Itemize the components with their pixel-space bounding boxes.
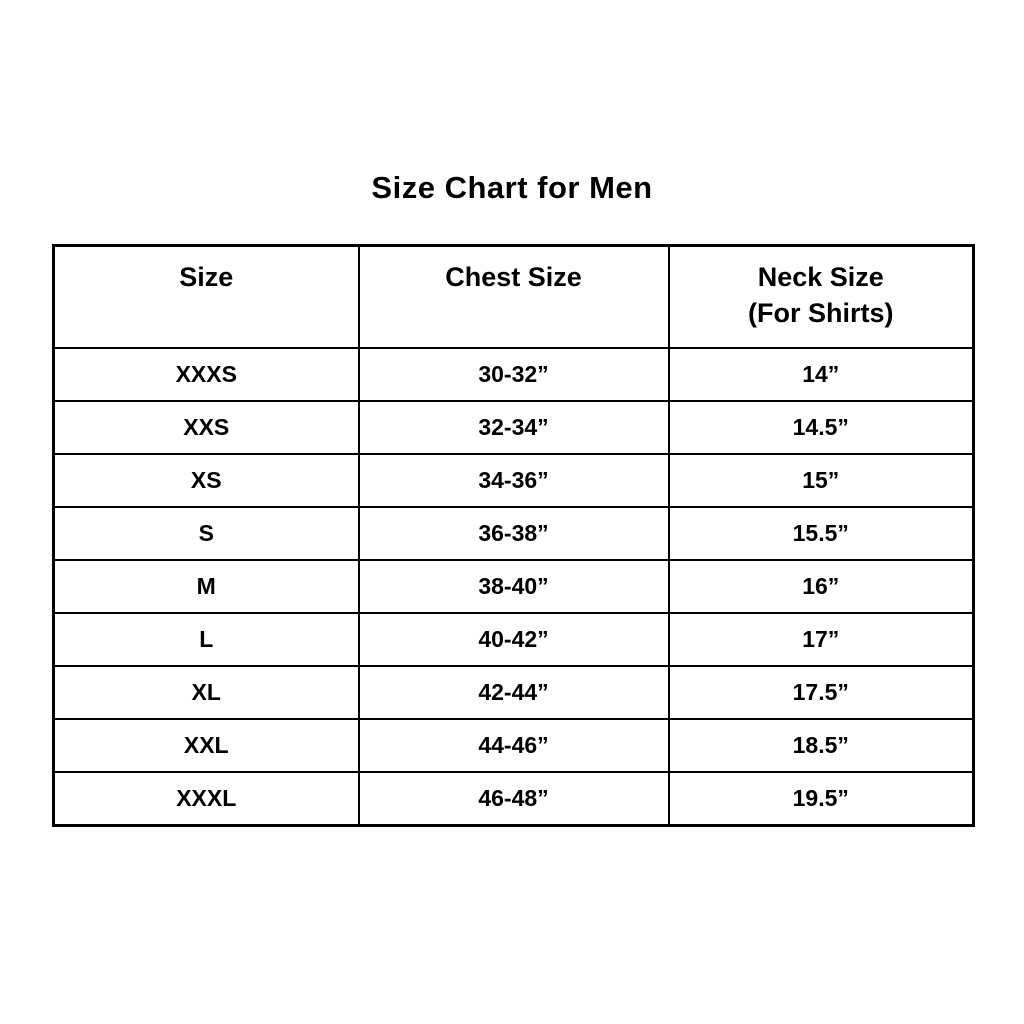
table-row: XXXL 46-48” 19.5” xyxy=(52,771,975,827)
table-cell: 40-42” xyxy=(357,612,670,667)
table-cell: XXXL xyxy=(52,771,360,827)
table-row: L 40-42” 17” xyxy=(52,612,975,667)
table-cell: 38-40” xyxy=(357,559,670,614)
table-cell: 17.5” xyxy=(667,665,975,720)
table-cell: 15” xyxy=(667,453,975,508)
table-row: XXXS 30-32” 14” xyxy=(52,347,975,402)
table-cell: 44-46” xyxy=(357,718,670,773)
column-header-chest-size: Chest Size xyxy=(357,244,670,349)
size-chart-table: Size Chest Size Neck Size (For Shirts) X… xyxy=(52,244,975,827)
table-cell: 17” xyxy=(667,612,975,667)
table-cell: M xyxy=(52,559,360,614)
table-cell: XXS xyxy=(52,400,360,455)
column-header-sublabel: (For Shirts) xyxy=(748,297,894,328)
table-cell: S xyxy=(52,506,360,561)
table-cell: 46-48” xyxy=(357,771,670,827)
column-header-neck-size: Neck Size (For Shirts) xyxy=(667,244,975,349)
table-cell: 15.5” xyxy=(667,506,975,561)
column-header-label: Chest Size xyxy=(445,262,582,292)
table-header-row: Size Chest Size Neck Size (For Shirts) xyxy=(52,244,975,349)
column-header-label: Neck Size xyxy=(757,262,884,292)
table-cell: L xyxy=(52,612,360,667)
table-cell: 16” xyxy=(667,559,975,614)
table-row: XL 42-44” 17.5” xyxy=(52,665,975,720)
table-cell: 14.5” xyxy=(667,400,975,455)
table-row: M 38-40” 16” xyxy=(52,559,975,614)
table-cell: 32-34” xyxy=(357,400,670,455)
table-cell: 42-44” xyxy=(357,665,670,720)
table-cell: 36-38” xyxy=(357,506,670,561)
column-header-label: Size xyxy=(179,262,234,292)
table-cell: 19.5” xyxy=(667,771,975,827)
table-cell: XL xyxy=(52,665,360,720)
table-row: XXS 32-34” 14.5” xyxy=(52,400,975,455)
table-row: S 36-38” 15.5” xyxy=(52,506,975,561)
table-cell: 34-36” xyxy=(357,453,670,508)
table-cell: 14” xyxy=(667,347,975,402)
page-title: Size Chart for Men xyxy=(371,170,653,205)
table-row: XXL 44-46” 18.5” xyxy=(52,718,975,773)
table-cell: 18.5” xyxy=(667,718,975,773)
table-cell: XS xyxy=(52,453,360,508)
table-row: XS 34-36” 15” xyxy=(52,453,975,508)
table-body: XXXS 30-32” 14” XXS 32-34” 14.5” XS 34-36” 15” S 3… xyxy=(52,347,975,827)
table-header: Size Chest Size Neck Size (For Shirts) xyxy=(52,244,975,349)
table-cell: XXL xyxy=(52,718,360,773)
column-header-size: Size xyxy=(52,244,360,349)
table-cell: 30-32” xyxy=(357,347,670,402)
table-cell: XXXS xyxy=(52,347,360,402)
